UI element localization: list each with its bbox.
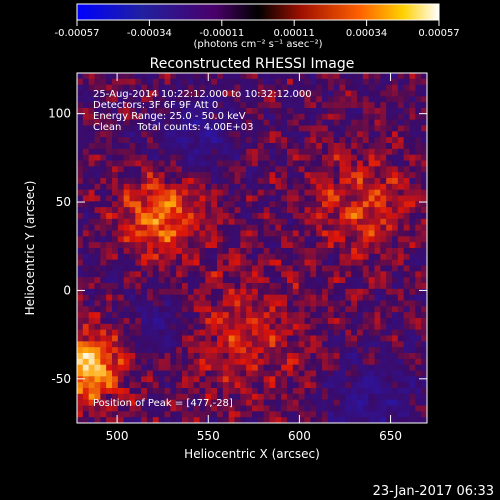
annotation-time-range: 25-Aug-2014 10:22:12.000 to 10:32:12.000: [93, 89, 312, 100]
x-tick-label: 500: [106, 429, 129, 443]
peak-position-label: Position of Peak = [477,-28]: [93, 398, 233, 409]
footer-timestamp: 23-Jan-2017 06:33: [373, 484, 494, 499]
x-axis-label: Heliocentric X (arcsec): [184, 447, 320, 461]
annotation-energy-range: Energy Range: 25.0 - 50.0 keV: [93, 111, 246, 122]
colorbar-tick-label: -0.00057: [55, 28, 100, 39]
colorbar-ticks: -0.00057 -0.00034 -0.00011 0.00011 0.00034 0.…: [55, 20, 460, 39]
colorbar: [76, 3, 440, 21]
colorbar-unit-label: (photons cm⁻² s⁻¹ asec⁻²): [193, 39, 322, 50]
y-tick-label: 100: [48, 107, 71, 121]
colorbar-tick-label: -0.00011: [199, 28, 244, 39]
colorbar-tick-label: -0.00034: [127, 28, 172, 39]
heatmap-area: [77, 73, 427, 423]
colorbar-tick-label: 0.00057: [418, 28, 459, 39]
y-tick-label: 0: [63, 283, 71, 297]
x-tick-label: 550: [197, 429, 220, 443]
colorbar-tick-label: 0.00011: [274, 28, 315, 39]
chart-title: Reconstructed RHESSI Image: [150, 56, 355, 72]
y-tick-label: 50: [56, 195, 71, 209]
annotation-detectors: Detectors: 3F 6F 9F Att 0: [93, 100, 218, 111]
y-tick-label: -50: [51, 372, 71, 386]
axis-ticks: 500 550 600 650 -50 0 50 100: [48, 73, 427, 443]
y-axis-label: Heliocentric Y (arcsec): [23, 181, 37, 316]
x-tick-label: 650: [379, 429, 402, 443]
x-tick-label: 600: [288, 429, 311, 443]
colorbar-tick-label: 0.00034: [346, 28, 387, 39]
annotation-clean-counts: Clean Total counts: 4.00E+03: [93, 122, 253, 133]
plot-frame: [76, 72, 428, 424]
